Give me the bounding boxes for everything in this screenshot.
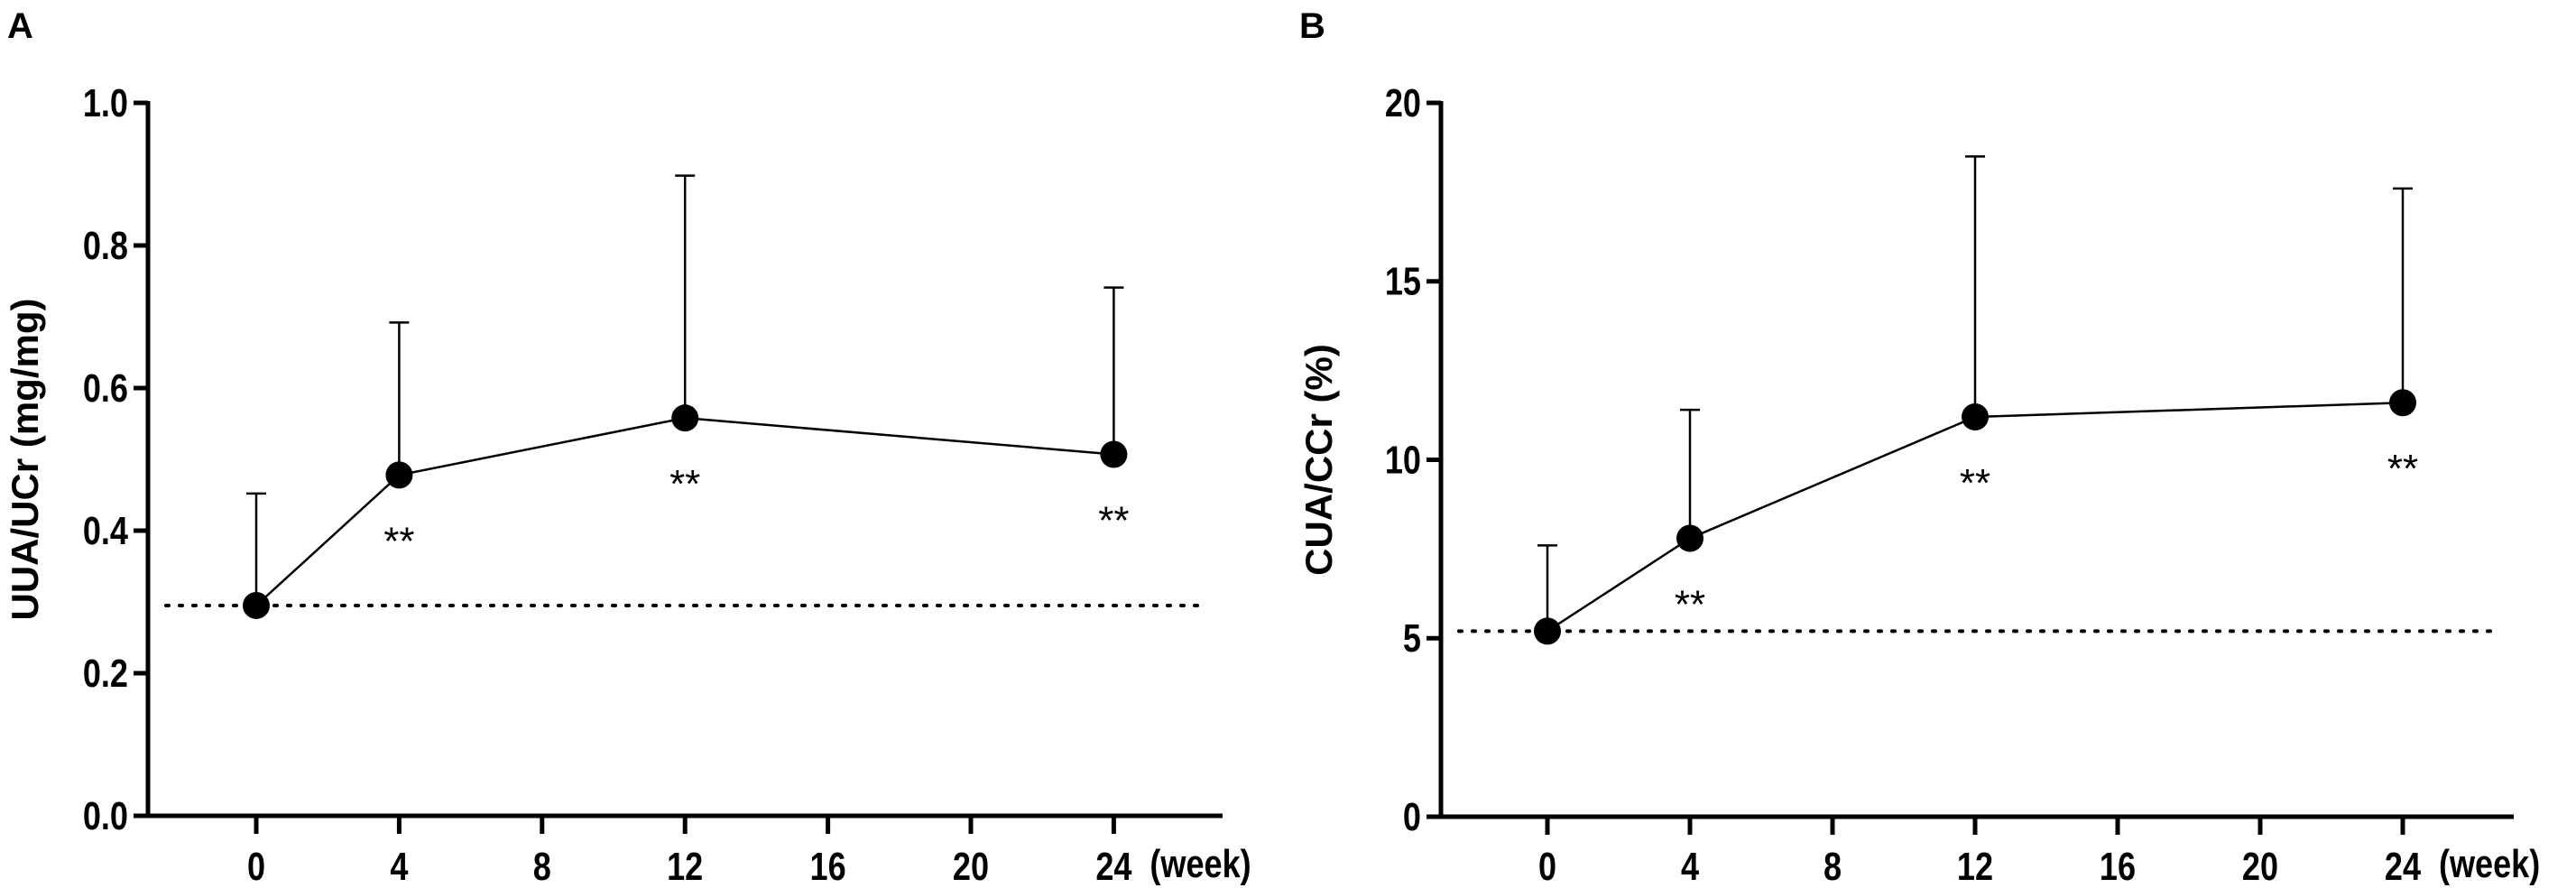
significance-marker: ** (1960, 461, 1990, 505)
data-point (243, 591, 270, 619)
y-tick-label: 0 (1403, 795, 1421, 839)
data-point (385, 461, 413, 489)
x-tick-label: 24 (1095, 845, 1132, 888)
significance-marker: ** (2387, 447, 2418, 491)
x-axis-label: (week) (2439, 842, 2540, 886)
data-point (2389, 389, 2416, 417)
significance-marker: ** (383, 519, 414, 563)
x-tick-label: 16 (2100, 845, 2136, 888)
panel-label: B (1299, 6, 1325, 46)
data-point (1100, 440, 1128, 468)
significance-marker: ** (1098, 498, 1129, 542)
y-axis-label: UUA/UCr (mg/mg) (4, 299, 46, 621)
x-tick-label: 8 (1824, 845, 1842, 888)
series-line (1547, 401, 2404, 633)
x-axis-label: (week) (1150, 842, 1251, 886)
x-tick-label: 24 (2385, 845, 2422, 888)
data-point (1676, 524, 1703, 552)
y-axis-label: CUA/CCr (%) (1297, 344, 1340, 576)
x-tick-label: 0 (1538, 845, 1556, 888)
x-tick-label: 4 (390, 845, 409, 888)
data-point (1962, 403, 1989, 431)
y-tick-label: 0.6 (83, 366, 128, 411)
y-tick-label: 20 (1385, 81, 1421, 125)
x-tick-label: 20 (2242, 845, 2278, 888)
panel-a-uua-ucr-chart: A 0.0 0.2 0.4 0.6 0.8 1.0 0 4 8 12 16 20 24 (week) UUA/… (4, 6, 1251, 888)
panel-b-cua-ccr-chart: B 0 5 10 15 20 0 4 8 12 16 20 24 (week) CUA/CCr (%) ** *… (1297, 6, 2540, 888)
data-point (1534, 617, 1561, 645)
y-tick-label: 0.2 (83, 652, 128, 696)
x-tick-label: 12 (1957, 845, 1993, 888)
series-line (255, 416, 1114, 606)
data-point (671, 404, 699, 432)
x-tick-label: 8 (533, 845, 551, 888)
y-tick-label: 0.4 (83, 509, 129, 553)
significance-marker: ** (669, 462, 700, 506)
y-tick-label: 5 (1403, 616, 1421, 661)
y-tick-label: 15 (1385, 259, 1421, 303)
y-tick-label: 0.8 (83, 224, 128, 268)
y-tick-label: 0.0 (83, 794, 128, 838)
x-tick-label: 16 (810, 845, 846, 888)
x-tick-label: 20 (953, 845, 989, 888)
x-tick-label: 0 (247, 845, 265, 888)
x-tick-label: 4 (1681, 845, 1700, 888)
y-tick-label: 10 (1385, 438, 1421, 482)
x-tick-label: 12 (667, 845, 703, 888)
panel-label: A (7, 6, 33, 46)
y-tick-label: 1.0 (83, 81, 128, 125)
significance-marker: ** (1675, 583, 1705, 627)
